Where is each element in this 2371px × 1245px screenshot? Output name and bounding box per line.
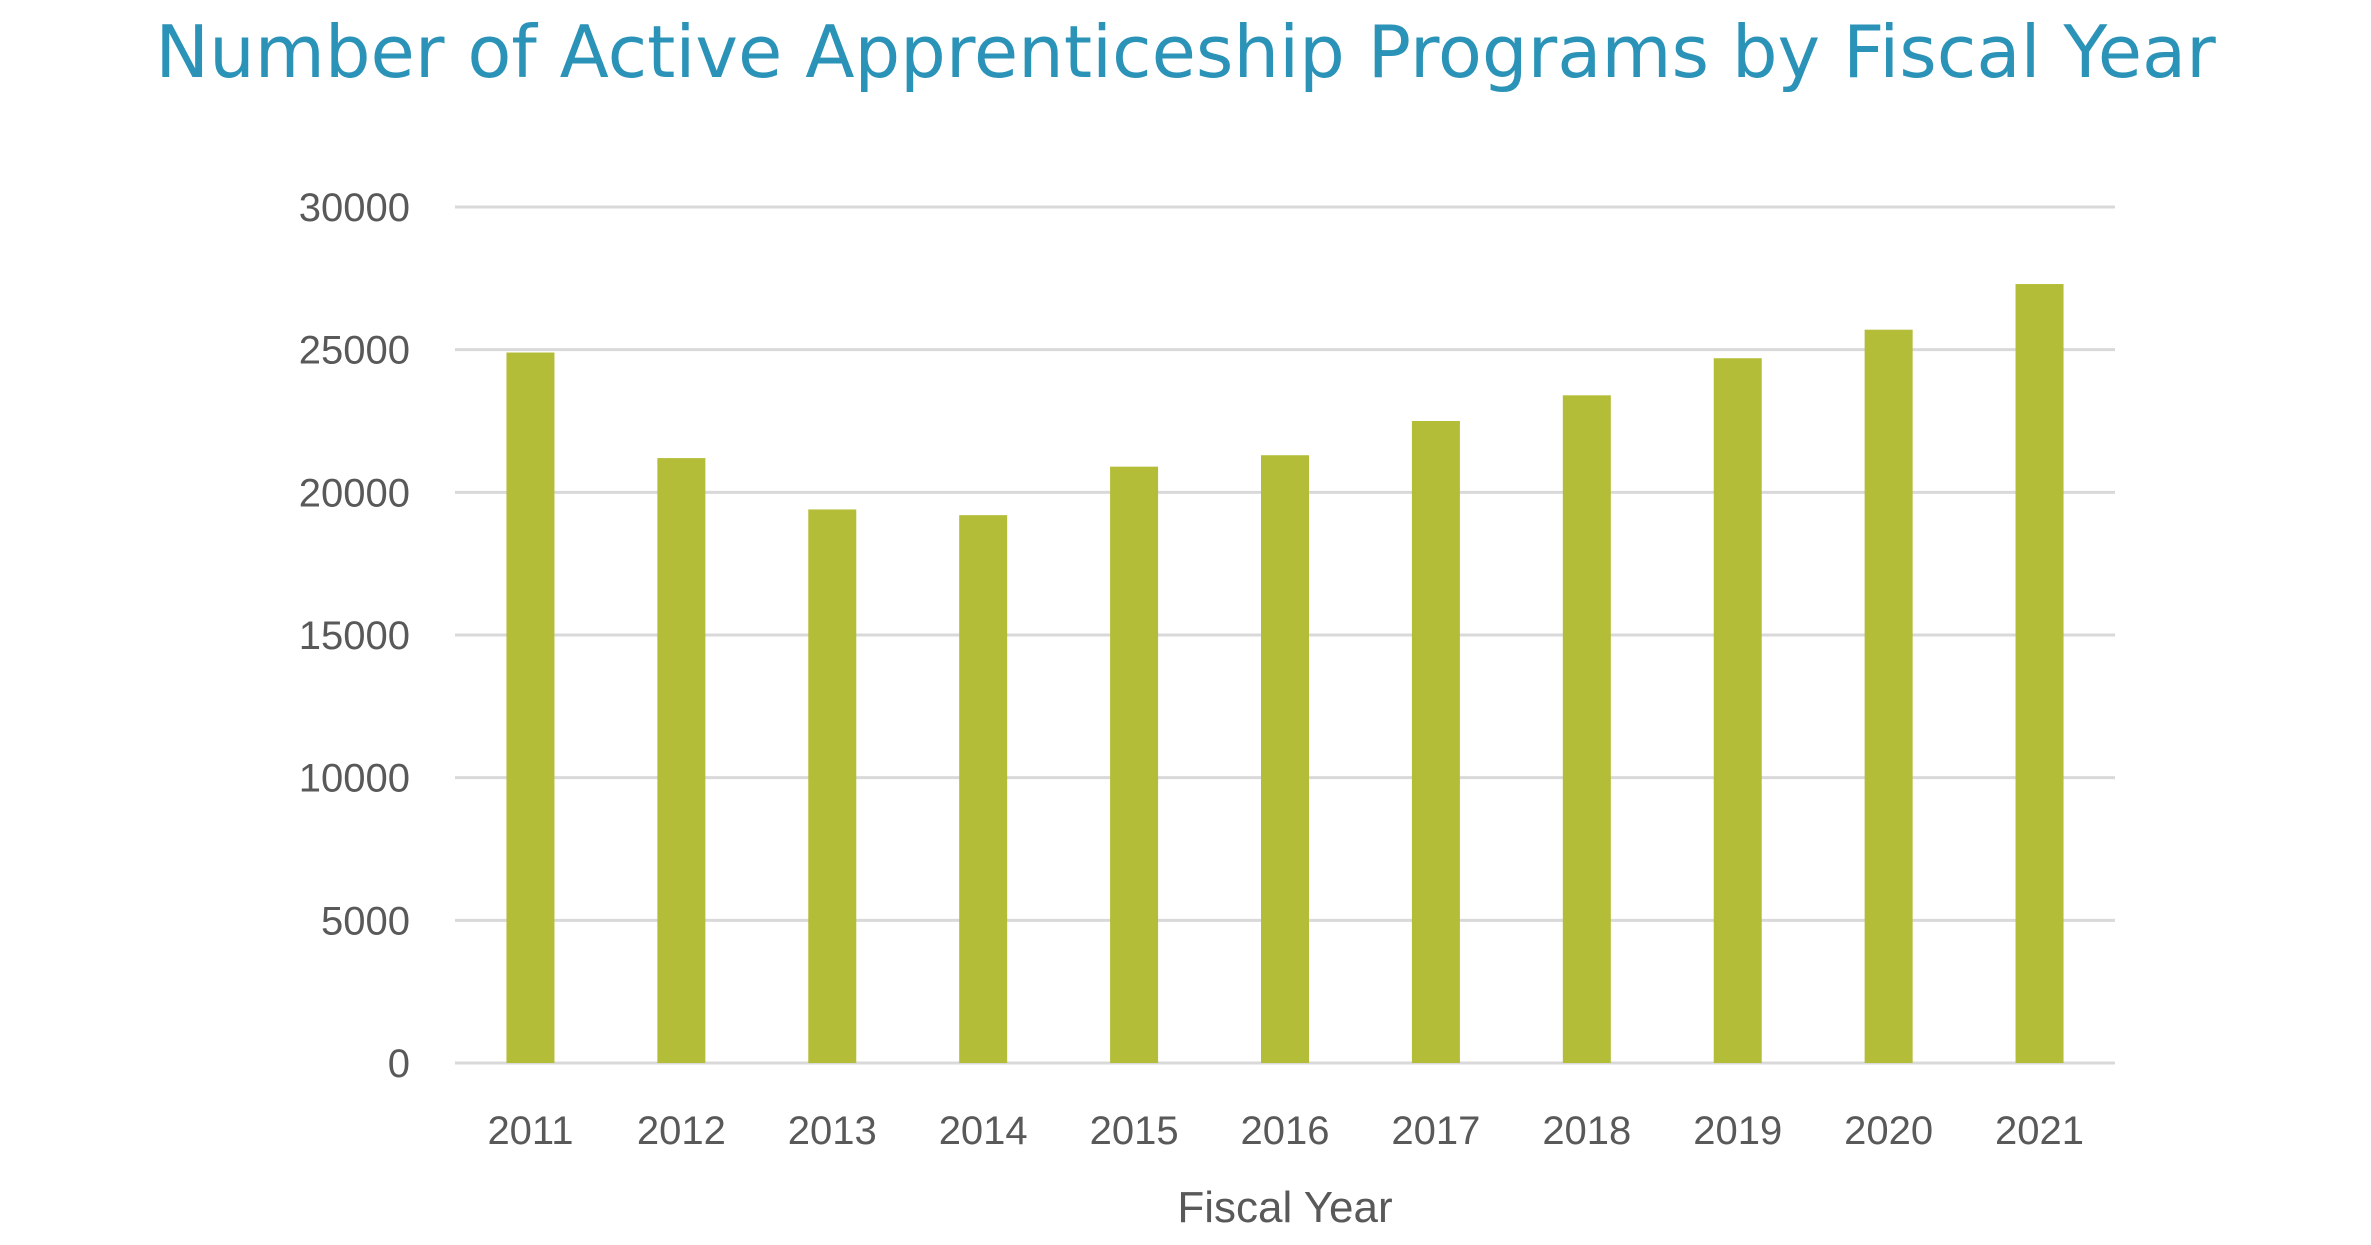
- bar-2019: [1713, 358, 1762, 1063]
- x-tick-label: 2019: [1693, 1109, 1782, 1153]
- bar-2018: [1562, 395, 1611, 1063]
- bar-2012: [657, 458, 706, 1063]
- y-tick-label: 20000: [299, 471, 410, 515]
- bar-2015: [1110, 466, 1159, 1063]
- y-tick-label: 10000: [299, 757, 410, 801]
- y-tick-label: 5000: [321, 899, 410, 943]
- bars: [506, 284, 2064, 1063]
- x-tick-label: 2017: [1391, 1109, 1480, 1153]
- bar-2020: [1864, 329, 1913, 1063]
- y-axis-tick-labels: 0 5000 10000 15000 20000 25000 30000: [299, 186, 410, 1086]
- y-tick-label: 0: [388, 1042, 410, 1086]
- bar-2021: [2015, 284, 2064, 1063]
- x-tick-label: 2018: [1542, 1109, 1631, 1153]
- x-tick-label: 2014: [939, 1109, 1028, 1153]
- bar-2014: [959, 515, 1008, 1063]
- x-axis-title: Fiscal Year: [1177, 1183, 1392, 1232]
- x-tick-label: 2013: [788, 1109, 877, 1153]
- x-tick-label: 2012: [637, 1109, 726, 1153]
- x-tick-label: 2021: [1995, 1109, 2084, 1153]
- x-tick-label: 2016: [1241, 1109, 1330, 1153]
- x-tick-label: 2011: [487, 1109, 573, 1153]
- bar-2017: [1411, 421, 1460, 1063]
- x-tick-label: 2015: [1090, 1109, 1179, 1153]
- chart-title: Number of Active Apprenticeship Programs…: [155, 10, 2216, 94]
- y-tick-label: 15000: [299, 614, 410, 658]
- bar-2013: [808, 509, 857, 1063]
- bar-2011: [506, 352, 555, 1063]
- y-tick-label: 30000: [299, 186, 410, 230]
- y-tick-label: 25000: [299, 329, 410, 373]
- x-axis-tick-labels: 2011 2012 2013 2014 2015 2016 2017 2018 2019 2020…: [487, 1109, 2084, 1153]
- x-tick-label: 2020: [1844, 1109, 1933, 1153]
- bar-2016: [1261, 455, 1309, 1063]
